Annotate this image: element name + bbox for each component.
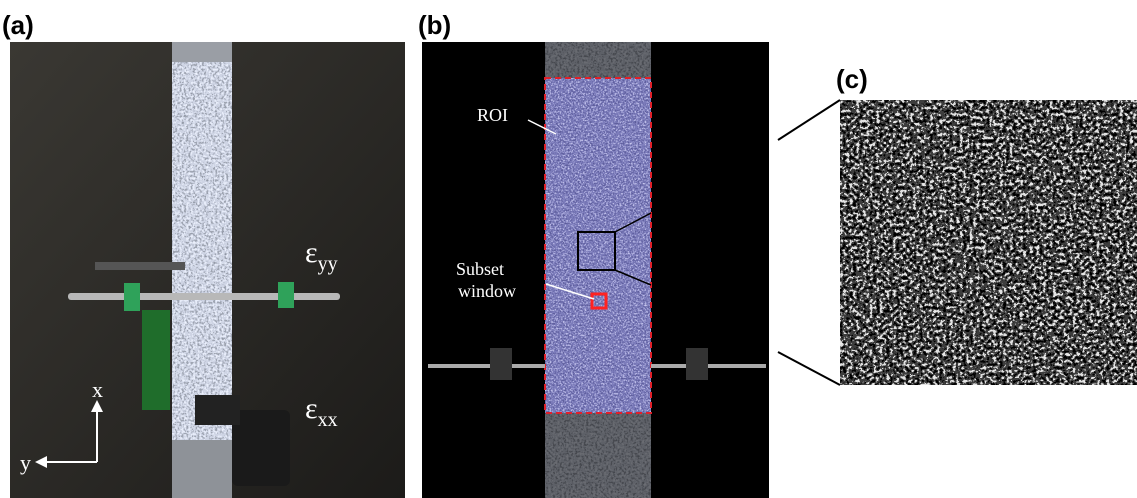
panel-a-photo bbox=[10, 42, 405, 498]
subset-label-line: Subset bbox=[456, 259, 504, 279]
panel-c-zoom bbox=[840, 100, 1137, 385]
axis-x-label: x bbox=[92, 377, 103, 402]
zoom-line bbox=[778, 352, 840, 385]
subset-label-line: window bbox=[458, 281, 516, 301]
roi-label: ROI bbox=[477, 105, 508, 125]
panel-label: (b) bbox=[418, 10, 451, 40]
strain-symbol: ε bbox=[305, 236, 318, 269]
axis-y-label: y bbox=[20, 450, 31, 475]
strain-symbol: ε bbox=[305, 392, 318, 425]
strain-subscript: xx bbox=[318, 409, 338, 431]
strain-subscript: yy bbox=[318, 253, 338, 275]
figure: (a) εyy εxx x y (b) ROI Su bbox=[0, 0, 1137, 498]
zoom-line bbox=[778, 100, 840, 140]
panel-label: (c) bbox=[836, 64, 868, 94]
panel-label: (a) bbox=[2, 10, 34, 40]
